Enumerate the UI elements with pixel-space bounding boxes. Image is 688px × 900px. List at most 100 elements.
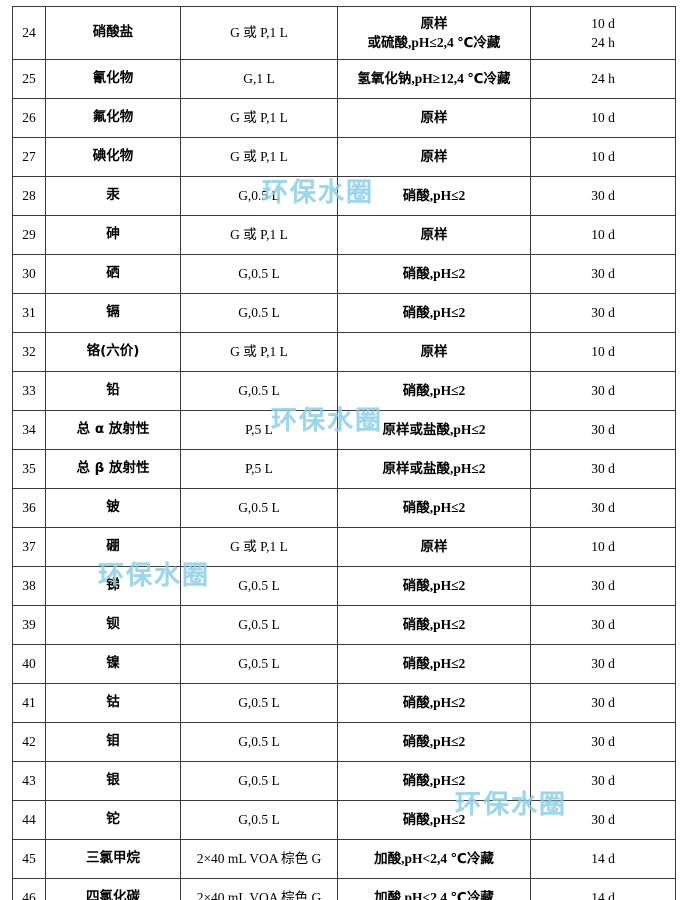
cell-serial-number: 31 [12,293,46,333]
cell-preservation-method: 加酸,pH<2,4 ℃冷藏 [337,878,531,900]
cell-serial-number: 29 [12,215,46,255]
cell-serial-number: 39 [12,605,46,645]
table-row: 40 镍 G,0.5 L 硝酸,pH≤2 30 d [12,644,676,684]
cell-preservation-method: 硝酸,pH≤2 [337,371,531,411]
cell-preservation-method: 硝酸,pH≤2 [337,176,531,216]
cell-preservation-method: 原样 [337,527,531,567]
cell-analyte-name: 硒 [45,254,181,294]
table-row: 37 硼 G 或 P,1 L 原样 10 d [12,527,676,567]
cell-preservation-method: 硝酸,pH≤2 [337,683,531,723]
cell-container-spec: G,0.5 L [180,371,338,411]
cell-serial-number: 32 [12,332,46,372]
cell-holding-time: 10 d 24 h [530,6,676,60]
cell-container-spec: G,0.5 L [180,644,338,684]
cell-serial-number: 43 [12,761,46,801]
cell-analyte-name: 钼 [45,722,181,762]
cell-preservation-method: 原样或硫酸,pH≤2,4 ℃冷藏 [337,6,531,60]
cell-holding-time: 30 d [530,722,676,762]
cell-analyte-name: 铅 [45,371,181,411]
cell-container-spec: G 或 P,1 L [180,332,338,372]
cell-analyte-name: 硝酸盐 [45,6,181,60]
cell-serial-number: 42 [12,722,46,762]
cell-container-spec: G 或 P,1 L [180,6,338,60]
cell-holding-time: 10 d [530,527,676,567]
table-row: 39 钡 G,0.5 L 硝酸,pH≤2 30 d [12,605,676,645]
cell-preservation-method: 原样 [337,98,531,138]
cell-serial-number: 38 [12,566,46,606]
cell-serial-number: 26 [12,98,46,138]
cell-holding-time: 30 d [530,605,676,645]
cell-serial-number: 46 [12,878,46,900]
cell-container-spec: G,0.5 L [180,605,338,645]
holding-time-line-1: 10 d [591,15,615,31]
cell-serial-number: 25 [12,59,46,99]
cell-container-spec: G,0.5 L [180,683,338,723]
cell-serial-number: 37 [12,527,46,567]
table-row: 27 碘化物 G 或 P,1 L 原样 10 d [12,137,676,177]
table-row: 33 铅 G,0.5 L 硝酸,pH≤2 30 d [12,371,676,411]
table-row: 36 铍 G,0.5 L 硝酸,pH≤2 30 d [12,488,676,528]
cell-holding-time: 30 d [530,449,676,489]
cell-container-spec: G,0.5 L [180,488,338,528]
cell-serial-number: 35 [12,449,46,489]
cell-container-spec: 2×40 mL VOA 棕色 G [180,839,338,879]
table-row: 46 四氯化碳 2×40 mL VOA 棕色 G 加酸,pH<2,4 ℃冷藏 14 d [12,878,676,900]
cell-container-spec: G 或 P,1 L [180,137,338,177]
table-row: 24 硝酸盐 G 或 P,1 L 原样 或硫酸,pH≤2,4 ℃冷藏 10 d 24 h [12,6,676,60]
cell-analyte-name: 硼 [45,527,181,567]
cell-serial-number: 40 [12,644,46,684]
cell-serial-number: 44 [12,800,46,840]
cell-analyte-name: 氟化物 [45,98,181,138]
cell-preservation-method: 硝酸,pH≤2 [337,566,531,606]
preservation-table-container: 24 硝酸盐 G 或 P,1 L 原样 或硫酸,pH≤2,4 ℃冷藏 10 d 24 h 25… [12,6,676,900]
cell-preservation-method: 硝酸,pH≤2 [337,722,531,762]
cell-analyte-name: 铬(六价) [45,332,181,372]
cell-serial-number: 36 [12,488,46,528]
cell-container-spec: G,0.5 L [180,761,338,801]
preservation-line-1: 原样 [420,15,448,31]
table-row: 45 三氯甲烷 2×40 mL VOA 棕色 G 加酸,pH<2,4 ℃冷藏 14 d [12,839,676,879]
cell-serial-number: 45 [12,839,46,879]
cell-holding-time: 30 d [530,761,676,801]
cell-analyte-name: 铍 [45,488,181,528]
cell-holding-time: 14 d [530,878,676,900]
cell-preservation-method: 原样或盐酸,pH≤2 [337,410,531,450]
cell-container-spec: G,0.5 L [180,722,338,762]
cell-holding-time: 30 d [530,800,676,840]
cell-analyte-name: 镍 [45,644,181,684]
cell-preservation-method: 原样 [337,215,531,255]
cell-analyte-name: 银 [45,761,181,801]
cell-preservation-method: 原样 [337,137,531,177]
table-row: 31 镉 G,0.5 L 硝酸,pH≤2 30 d [12,293,676,333]
cell-holding-time: 30 d [530,293,676,333]
cell-serial-number: 30 [12,254,46,294]
cell-preservation-method: 硝酸,pH≤2 [337,800,531,840]
cell-holding-time: 30 d [530,488,676,528]
table-row: 34 总 α 放射性 P,5 L 原样或盐酸,pH≤2 30 d [12,410,676,450]
table-row: 41 钴 G,0.5 L 硝酸,pH≤2 30 d [12,683,676,723]
cell-container-spec: G,0.5 L [180,566,338,606]
cell-analyte-name: 总 α 放射性 [45,410,181,450]
cell-serial-number: 34 [12,410,46,450]
cell-analyte-name: 铊 [45,800,181,840]
cell-holding-time: 30 d [530,176,676,216]
cell-serial-number: 24 [12,6,46,60]
preservation-line-2: 或硫酸,pH≤2,4 ℃冷藏 [367,34,501,50]
cell-preservation-method: 原样 [337,332,531,372]
cell-preservation-method: 硝酸,pH≤2 [337,605,531,645]
cell-analyte-name: 四氯化碳 [45,878,181,900]
cell-preservation-method: 硝酸,pH≤2 [337,761,531,801]
table-row: 30 硒 G,0.5 L 硝酸,pH≤2 30 d [12,254,676,294]
table-row: 29 砷 G 或 P,1 L 原样 10 d [12,215,676,255]
cell-container-spec: G,1 L [180,59,338,99]
cell-analyte-name: 汞 [45,176,181,216]
cell-analyte-name: 砷 [45,215,181,255]
cell-analyte-name: 钡 [45,605,181,645]
cell-preservation-method: 硝酸,pH≤2 [337,293,531,333]
table-row: 25 氰化物 G,1 L 氢氧化钠,pH≥12,4 ℃冷藏 24 h [12,59,676,99]
cell-analyte-name: 镉 [45,293,181,333]
table-row: 32 铬(六价) G 或 P,1 L 原样 10 d [12,332,676,372]
holding-time-line-2: 24 h [591,34,615,50]
cell-preservation-method: 硝酸,pH≤2 [337,644,531,684]
cell-holding-time: 14 d [530,839,676,879]
